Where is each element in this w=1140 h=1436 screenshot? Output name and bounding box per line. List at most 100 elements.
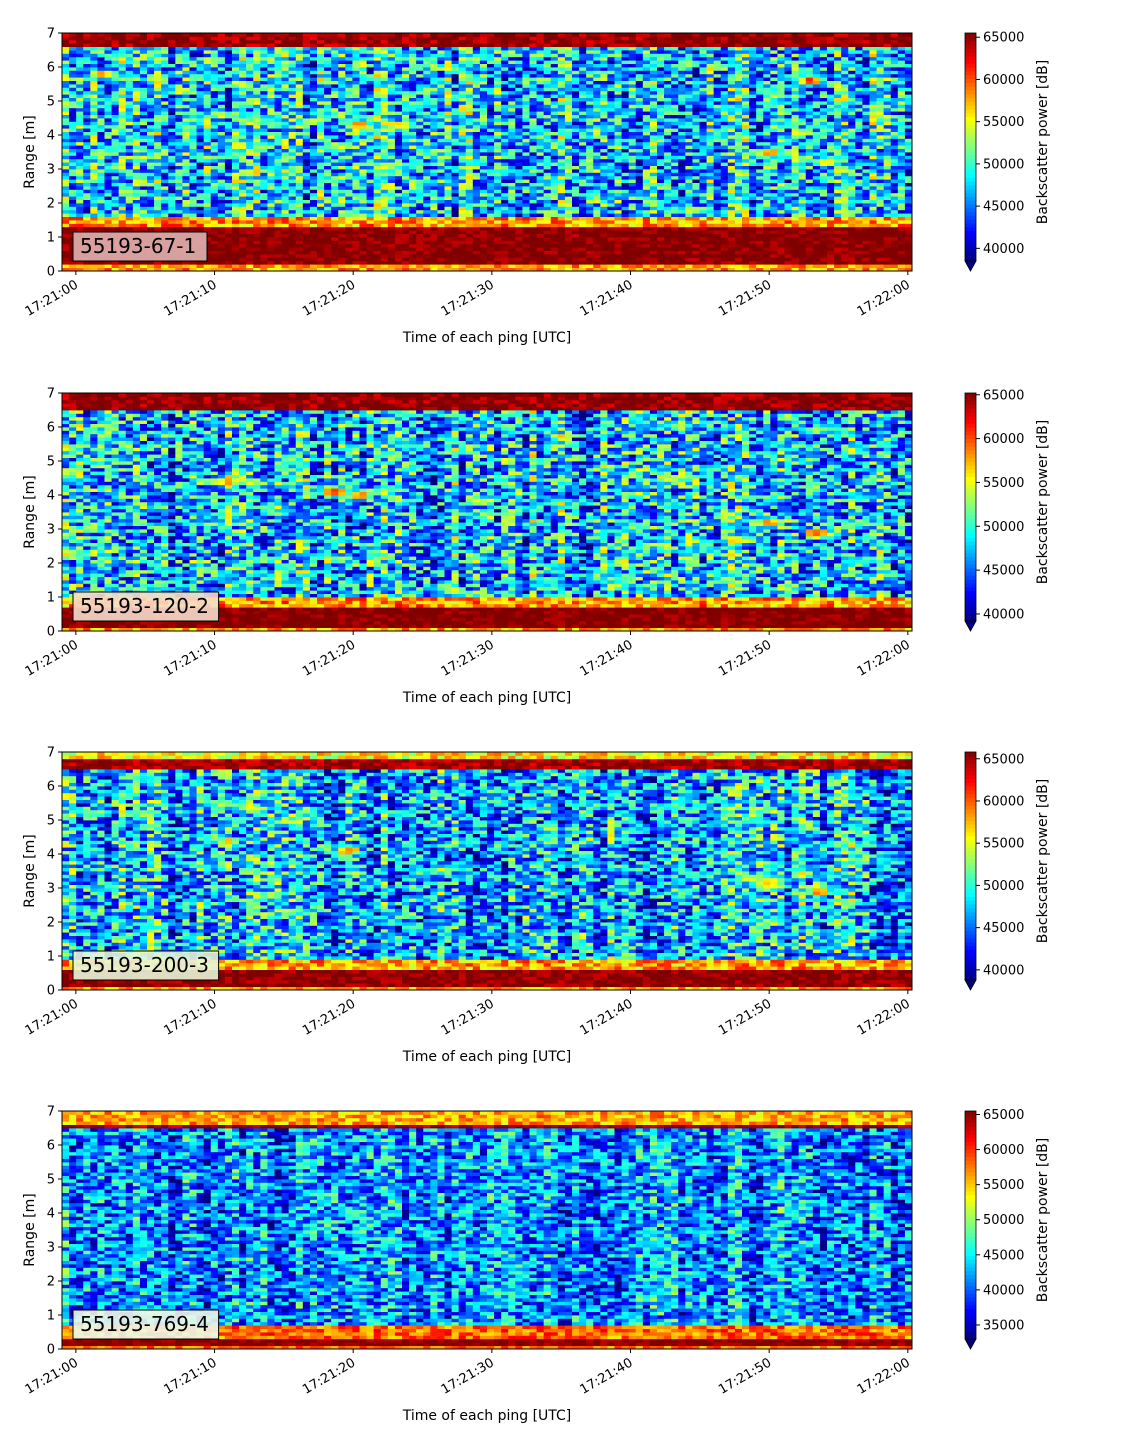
heatmap-cell [133, 36, 140, 40]
heatmap-cell [416, 142, 423, 146]
heatmap-cell [97, 53, 104, 57]
heatmap-cell [324, 183, 331, 187]
heatmap-cell [161, 138, 168, 142]
heatmap-cell [154, 57, 161, 61]
heatmap-cell [388, 111, 395, 115]
heatmap-cell [97, 104, 104, 108]
heatmap-cell [218, 132, 225, 136]
heatmap-cell [147, 200, 154, 204]
heatmap-cell [90, 217, 97, 221]
heatmap-cell [338, 64, 345, 68]
heatmap-cell [239, 220, 246, 224]
heatmap-cell [289, 47, 296, 51]
heatmap-cell [303, 57, 310, 61]
heatmap-cell [388, 210, 395, 214]
heatmap-cell [140, 145, 147, 149]
heatmap-cell [416, 98, 423, 102]
heatmap-cell [154, 104, 161, 108]
heatmap-cell [239, 74, 246, 78]
heatmap-cell [310, 81, 317, 85]
heatmap-cell [267, 108, 274, 112]
heatmap-cell [112, 183, 119, 187]
heatmap-cell [204, 91, 211, 95]
heatmap-cell [260, 40, 267, 44]
heatmap-cell [402, 87, 409, 91]
heatmap-cell [225, 257, 232, 261]
heatmap-cell [161, 94, 168, 98]
heatmap-cell [253, 64, 260, 68]
heatmap-cell [140, 138, 147, 142]
heatmap-cell [282, 135, 289, 139]
heatmap-cell [374, 186, 381, 190]
heatmap-cell [374, 47, 381, 51]
heatmap-cell [303, 98, 310, 102]
heatmap-cell [289, 94, 296, 98]
heatmap-cell [154, 162, 161, 166]
heatmap-cell [296, 135, 303, 139]
heatmap-cell [133, 227, 140, 231]
heatmap-cell [374, 206, 381, 210]
heatmap-cell [97, 135, 104, 139]
heatmap-cell [331, 98, 338, 102]
heatmap-cell [260, 247, 267, 251]
heatmap-cell [161, 57, 168, 61]
heatmap-cell [409, 227, 416, 231]
heatmap-cell [317, 36, 324, 40]
heatmap-cell [83, 40, 90, 44]
heatmap-cell [388, 47, 395, 51]
heatmap-cell [62, 237, 69, 241]
heatmap-cell [289, 118, 296, 122]
heatmap-cell [239, 169, 246, 173]
heatmap-cell [388, 223, 395, 227]
heatmap-cell [190, 40, 197, 44]
heatmap-cell [324, 149, 331, 153]
heatmap-cell [345, 193, 352, 197]
heatmap-cell [90, 101, 97, 105]
heatmap-cell [211, 220, 218, 224]
heatmap-cell [409, 60, 416, 64]
heatmap-cell [423, 257, 430, 261]
heatmap-cell [62, 230, 69, 234]
heatmap-cell [239, 189, 246, 193]
heatmap-cell [112, 206, 119, 210]
heatmap-cell [296, 223, 303, 227]
heatmap-cell [232, 121, 239, 125]
heatmap-cell [90, 60, 97, 64]
heatmap-cell [260, 159, 267, 163]
heatmap-cell [83, 104, 90, 108]
heatmap-cell [190, 128, 197, 132]
heatmap-cell [232, 240, 239, 244]
heatmap-cell [140, 98, 147, 102]
heatmap-cell [260, 213, 267, 217]
heatmap-cell [402, 70, 409, 74]
heatmap-cell [140, 227, 147, 231]
heatmap-cell [395, 87, 402, 91]
heatmap-cell [175, 176, 182, 180]
heatmap-cell [395, 60, 402, 64]
heatmap-cell [310, 98, 317, 102]
heatmap-cell [381, 53, 388, 57]
heatmap-cell [246, 206, 253, 210]
heatmap-cell [345, 98, 352, 102]
heatmap-cell [161, 64, 168, 68]
heatmap-cell [360, 230, 367, 234]
heatmap-cell [97, 40, 104, 44]
heatmap-cell [112, 223, 119, 227]
heatmap-cell [90, 152, 97, 156]
heatmap-cell [338, 257, 345, 261]
heatmap-cell [97, 94, 104, 98]
heatmap-cell [182, 101, 189, 105]
heatmap-cell [232, 84, 239, 88]
heatmap-cell [246, 36, 253, 40]
heatmap-cell [97, 152, 104, 156]
heatmap-cell [140, 220, 147, 224]
heatmap-cell [119, 111, 126, 115]
heatmap-cell [409, 234, 416, 238]
heatmap-cell [282, 247, 289, 251]
heatmap-cell [105, 210, 112, 214]
heatmap-cell [303, 40, 310, 44]
heatmap-cell [310, 220, 317, 224]
heatmap-cell [175, 47, 182, 51]
heatmap-cell [197, 189, 204, 193]
heatmap-cell [395, 264, 402, 268]
